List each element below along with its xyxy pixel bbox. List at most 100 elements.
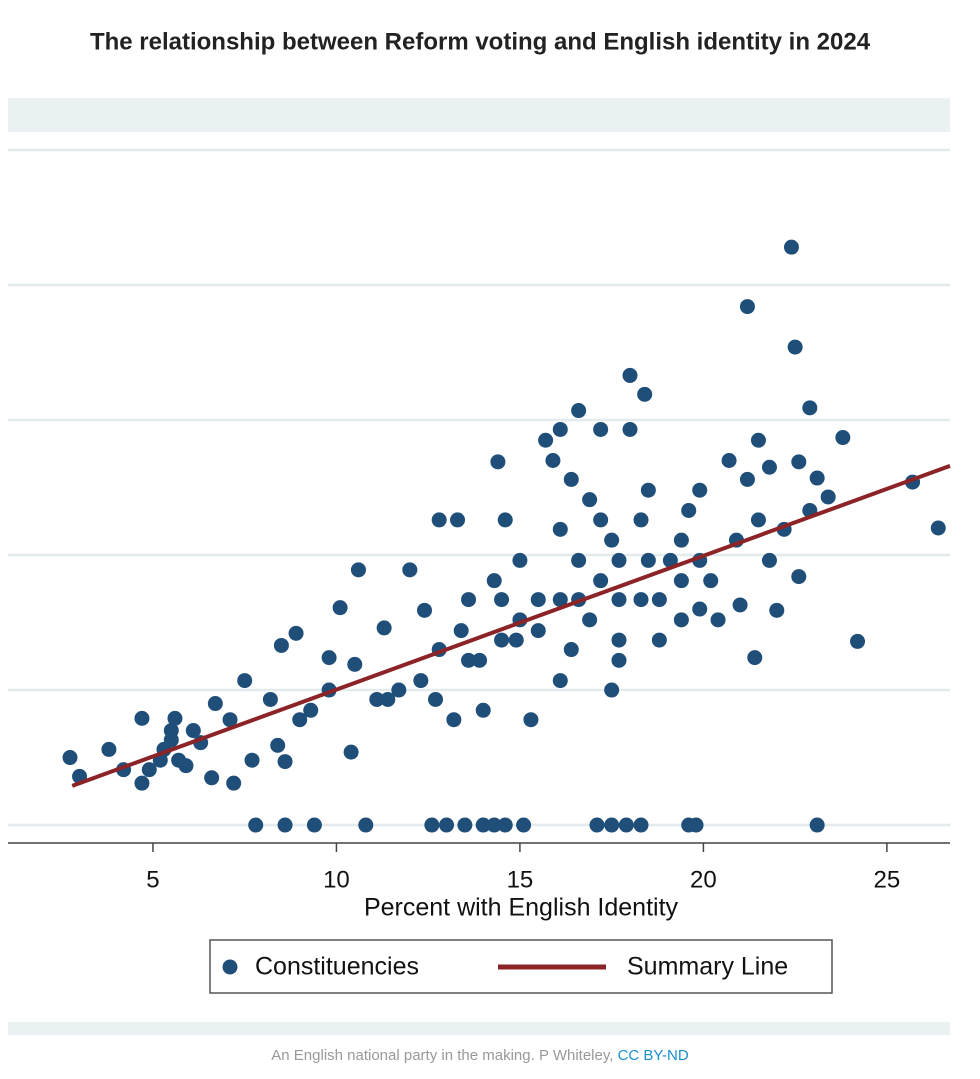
point — [207, 696, 223, 712]
point — [277, 817, 293, 833]
point — [490, 454, 506, 470]
point — [593, 421, 609, 437]
point — [358, 817, 374, 833]
point — [563, 642, 579, 658]
point — [347, 656, 363, 672]
point — [248, 817, 264, 833]
point — [446, 712, 462, 728]
point — [350, 562, 366, 578]
point — [582, 612, 598, 628]
x-tick-label: 15 — [507, 866, 534, 893]
point — [622, 367, 638, 383]
point — [376, 620, 392, 636]
point — [761, 552, 777, 568]
point — [611, 552, 627, 568]
point — [134, 775, 150, 791]
point — [633, 592, 649, 608]
point — [402, 562, 418, 578]
point — [270, 737, 286, 753]
x-tick-label: 20 — [690, 866, 717, 893]
point — [516, 817, 532, 833]
point — [739, 471, 755, 487]
point — [461, 592, 477, 608]
point — [681, 502, 697, 518]
point — [732, 597, 748, 613]
point — [640, 482, 656, 498]
point — [461, 652, 477, 668]
point — [450, 512, 466, 528]
point — [747, 650, 763, 666]
point — [204, 770, 220, 786]
point — [750, 432, 766, 448]
point — [633, 512, 649, 528]
point — [802, 400, 818, 416]
point — [475, 702, 491, 718]
point — [640, 552, 656, 568]
point — [633, 817, 649, 833]
point — [930, 520, 946, 536]
point — [787, 339, 803, 355]
point — [622, 421, 638, 437]
point — [791, 454, 807, 470]
x-tick-label: 25 — [874, 866, 901, 893]
point — [604, 532, 620, 548]
point — [62, 750, 78, 766]
chart-title: The relationship between Reform voting a… — [90, 28, 871, 55]
point — [791, 569, 807, 585]
point — [439, 817, 455, 833]
point — [703, 573, 719, 589]
point — [783, 239, 799, 255]
point — [472, 652, 488, 668]
point — [237, 673, 253, 689]
point — [288, 625, 304, 641]
point — [673, 612, 689, 628]
point — [226, 775, 242, 791]
point — [651, 592, 667, 608]
point — [457, 817, 473, 833]
point — [167, 710, 183, 726]
point — [637, 386, 653, 402]
point — [739, 299, 755, 315]
point — [571, 403, 587, 419]
point — [453, 623, 469, 639]
point — [486, 817, 502, 833]
point — [523, 712, 539, 728]
legend-label: Constituencies — [255, 953, 419, 981]
point — [494, 592, 510, 608]
point — [761, 459, 777, 475]
point — [262, 691, 278, 707]
point — [692, 482, 708, 498]
point — [538, 432, 554, 448]
point — [593, 512, 609, 528]
point — [171, 752, 187, 768]
legend-label: Summary Line — [627, 953, 788, 981]
point — [552, 421, 568, 437]
plot: 5 10 15 20 25 — [8, 148, 951, 893]
point — [332, 600, 348, 616]
point — [273, 637, 289, 653]
point — [343, 744, 359, 760]
point — [769, 602, 785, 618]
point — [593, 573, 609, 589]
legend: Constituencies Summary Line — [222, 953, 788, 981]
point — [850, 633, 866, 649]
point — [185, 723, 201, 739]
point — [134, 710, 150, 726]
point — [809, 470, 825, 486]
point — [611, 652, 627, 668]
point — [692, 601, 708, 617]
point — [611, 632, 627, 648]
point — [486, 573, 502, 589]
x-tick-label: 5 — [146, 866, 159, 893]
point — [604, 817, 620, 833]
point — [710, 612, 726, 628]
point — [545, 452, 561, 468]
x-tick-label: 10 — [323, 866, 350, 893]
point — [582, 492, 598, 508]
license-link[interactable]: CC BY-ND — [618, 1047, 689, 1064]
point — [292, 712, 308, 728]
point — [141, 762, 157, 778]
point — [369, 691, 385, 707]
point — [835, 430, 851, 446]
point — [413, 673, 429, 689]
